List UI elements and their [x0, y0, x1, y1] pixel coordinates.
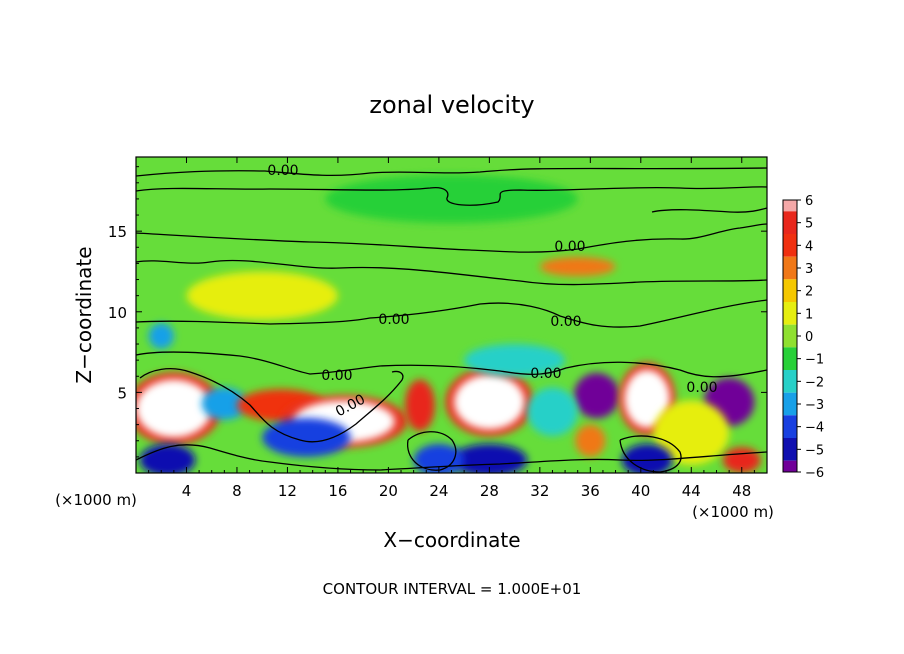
colorbar-tick-label: −1 [805, 353, 824, 368]
y-tick-label: 15 [108, 223, 127, 241]
contour-label: 0.00 [267, 163, 298, 179]
velocity-cell [136, 379, 212, 438]
colorbar-tick-label: −4 [805, 421, 824, 436]
x-unit-right: (×1000 m) [692, 503, 774, 521]
velocity-cell [325, 174, 578, 224]
y-tick-label: 10 [108, 304, 127, 322]
colorbar: 6 5 4 3 2 1 0 −1 −2 −3 −4 −5 −6 [782, 194, 824, 481]
velocity-cell [624, 369, 670, 428]
contour-line [407, 431, 457, 471]
velocity-cell [653, 400, 730, 465]
contour-line [136, 351, 767, 378]
velocity-cell [573, 373, 620, 419]
x-tick-label: 8 [232, 482, 242, 500]
contour-line [139, 368, 404, 443]
colorbar-tick-label: 0 [805, 330, 813, 345]
velocity-cell [527, 387, 578, 436]
x-tick-label: 12 [278, 482, 297, 500]
x-tick-label: 36 [581, 482, 600, 500]
velocity-cell [464, 344, 566, 377]
contour-line [136, 223, 767, 253]
colorbar-tick-label: −2 [805, 375, 824, 390]
colorbar-tick-label: 1 [805, 307, 813, 322]
colorbar-tick-label: 3 [805, 262, 813, 277]
x-tick-label: 32 [530, 482, 549, 500]
contour-interval-note: CONTOUR INTERVAL = 1.000E+01 [323, 580, 582, 598]
colorbar-swatch [783, 256, 797, 280]
velocity-cell [621, 443, 673, 473]
colorbar-swatch [783, 279, 797, 302]
contour-lines [136, 167, 767, 473]
contour-label: 0.00 [530, 366, 561, 382]
colorbar-swatch [783, 460, 797, 472]
velocity-cell [186, 271, 338, 320]
chart-title: zonal velocity [369, 91, 534, 119]
contour-line [136, 167, 767, 177]
colorbar-swatch [783, 324, 797, 348]
contour-label: 0.00 [686, 380, 717, 396]
contour-label: 0.00 [321, 368, 352, 384]
contour-label-group: 0.000.000.00 0.000.00 0.000.000.00 [267, 163, 717, 420]
y-tick-label: 5 [117, 384, 127, 402]
x-axis-ticks: 4 8 12 16 20 24 28 32 36 40 44 48 [148, 157, 755, 500]
velocity-cell [454, 374, 525, 430]
colorbar-swatch [783, 347, 797, 370]
x-tick-label: 4 [182, 482, 192, 500]
colorbar-swatch [783, 415, 797, 438]
x-tick-label: 28 [480, 482, 499, 500]
colorbar-swatch [783, 370, 797, 393]
colorbar-tick-label: 4 [805, 239, 813, 254]
colorbar-swatch [783, 302, 797, 325]
contour-line [619, 435, 682, 473]
contour-line [136, 259, 767, 286]
colorbar-swatch [783, 234, 797, 257]
colorbar-swatch [783, 211, 797, 234]
colorbar-tick-label: −3 [805, 398, 824, 413]
colorbar-tick-label: −6 [805, 466, 824, 481]
heatmap-plot-area: 0.000.000.00 0.000.00 0.000.000.00 4 8 12 16 2… [108, 156, 768, 500]
x-tick-label: 44 [682, 482, 701, 500]
velocity-cell [201, 387, 248, 420]
contour-label: 0.00 [378, 312, 409, 328]
x-tick-label: 20 [379, 482, 398, 500]
x-tick-label: 40 [631, 482, 650, 500]
x-unit-left: (×1000 m) [55, 491, 137, 509]
velocity-cell [148, 323, 174, 349]
x-tick-label: 16 [328, 482, 347, 500]
x-tick-label: 24 [429, 482, 448, 500]
x-axis-label: X−coordinate [383, 528, 520, 552]
colorbar-tick-label: 6 [805, 194, 813, 209]
contour-label: 0.00 [550, 314, 581, 330]
colorbar-tick-label: 2 [805, 285, 813, 300]
velocity-cell [262, 418, 351, 457]
y-axis-label: Z−coordinate [72, 246, 96, 383]
velocity-cell [404, 379, 436, 432]
y-axis-ticks: 5 10 15 [108, 166, 767, 458]
contour-line [136, 186, 767, 206]
colorbar-tick-label: 5 [805, 217, 813, 232]
velocity-cell [575, 424, 606, 457]
contour-label: 0.00 [554, 239, 585, 255]
colorbar-tick-label: −5 [805, 443, 824, 458]
colorbar-swatch [783, 392, 797, 416]
velocity-cell [539, 256, 616, 277]
contour-line [136, 299, 767, 328]
colorbar-swatch [783, 200, 797, 212]
contour-line [136, 444, 767, 471]
velocity-cell [139, 443, 196, 473]
x-tick-label: 48 [732, 482, 751, 500]
colorbar-swatch [783, 438, 797, 461]
contour-line [651, 207, 767, 213]
